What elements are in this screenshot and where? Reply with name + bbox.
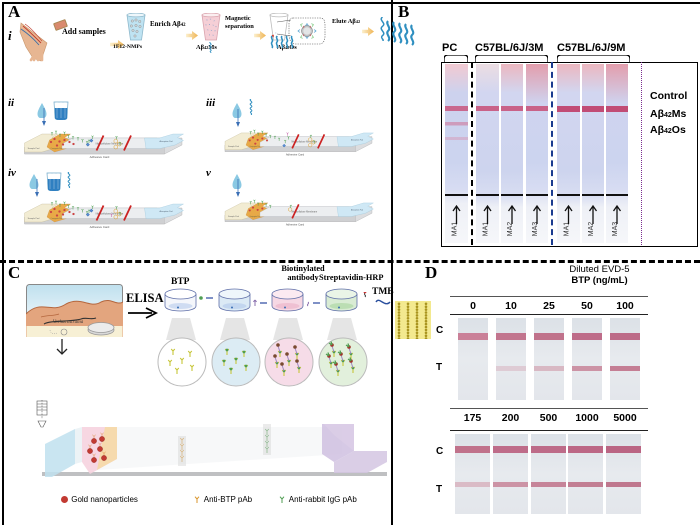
- svg-text:MA2: MA2: [588, 222, 595, 237]
- svg-text:MA3: MA3: [612, 222, 619, 237]
- svg-text:MA1: MA1: [483, 222, 490, 237]
- svg-text:Vorhacostrama: Vorhacostrama: [53, 320, 84, 325]
- svg-text:MA1: MA1: [452, 222, 459, 237]
- svg-text:MA1: MA1: [564, 222, 571, 237]
- svg-text:MA2: MA2: [507, 222, 514, 237]
- svg-text:MA3: MA3: [532, 222, 539, 237]
